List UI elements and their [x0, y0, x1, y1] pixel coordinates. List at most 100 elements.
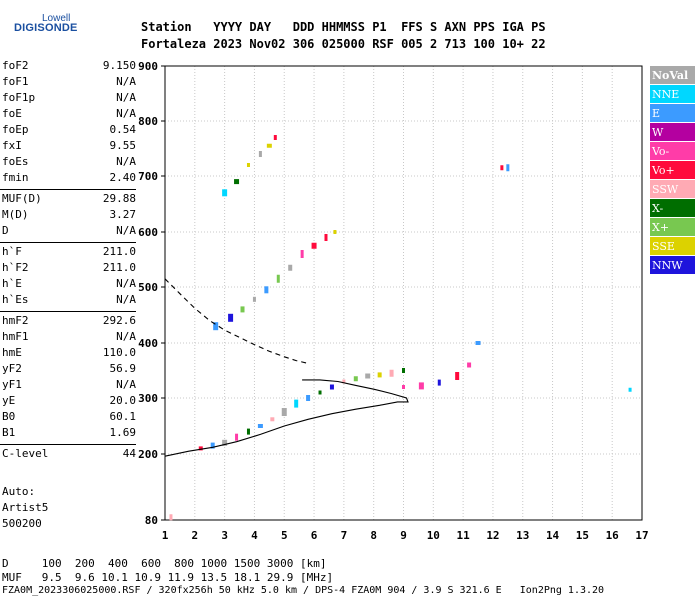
param-value: 9.150 — [102, 59, 136, 72]
param-name: foF1 — [2, 75, 29, 88]
echo-point — [240, 306, 245, 313]
echo-point — [210, 442, 215, 449]
x-tick-label: 15 — [576, 529, 589, 542]
param-name: yE — [2, 394, 16, 407]
echo-point — [300, 250, 304, 258]
param-value: 0.54 — [109, 123, 137, 136]
echo-point — [276, 274, 280, 283]
param-value: 211.0 — [102, 245, 136, 258]
param-name: fxI — [2, 139, 22, 152]
y-tick-label: 900 — [138, 60, 158, 73]
muf-row: MUF 9.5 9.6 10.1 10.9 11.9 13.5 18.1 29.… — [2, 571, 334, 584]
param-value: 60.1 — [109, 410, 137, 423]
param-row: fxI 9.55 — [2, 139, 136, 155]
header-values-row: Fortaleza 2023 Nov02 306 025000 RSF 005 … — [141, 37, 546, 51]
param-value: N/A — [116, 378, 136, 391]
legend-swatch — [650, 237, 695, 255]
x-tick-label: 1 — [162, 529, 169, 542]
echo-point — [246, 163, 250, 167]
y-tick-label: 400 — [138, 337, 158, 350]
y-tick-label: 200 — [138, 448, 158, 461]
logo-lowell-text: Lowell — [42, 13, 71, 24]
echo-point — [377, 372, 382, 378]
legend-label: SSW — [652, 183, 679, 196]
echo-point — [455, 372, 460, 380]
x-tick-label: 6 — [311, 529, 318, 542]
param-name: h`F2 — [2, 261, 29, 274]
param-name: foE — [2, 107, 22, 120]
param-row: foF1p N/A — [2, 91, 136, 107]
echo-point — [213, 322, 219, 331]
panel-separator — [0, 444, 136, 445]
param-value: N/A — [116, 75, 136, 88]
param-name: foF1p — [2, 91, 36, 104]
param-name: yF1 — [2, 378, 22, 391]
param-name: foF2 — [2, 59, 29, 72]
echo-point — [418, 382, 424, 390]
param-row: foF2 9.150 — [2, 59, 136, 75]
echo-point — [467, 362, 472, 368]
legend-swatch — [650, 161, 695, 179]
param-name: h`E — [2, 277, 22, 290]
echo-point — [402, 368, 405, 373]
echo-point — [342, 379, 346, 384]
legend-label: W — [652, 126, 664, 139]
param-name: fmin — [2, 171, 29, 184]
param-row: M(D) 3.27 — [2, 208, 136, 224]
param-row: MUF(D) 29.88 — [2, 192, 136, 208]
profile-extension — [164, 278, 309, 364]
echo-point — [252, 296, 256, 302]
echo-point — [389, 369, 394, 377]
legend-label: E — [652, 107, 660, 120]
y-tick-label: 700 — [138, 170, 158, 183]
clevel-row: C-level 44 — [2, 447, 136, 463]
param-row: h`F2 211.0 — [2, 261, 136, 277]
legend-swatch — [650, 180, 695, 198]
echo-point — [402, 385, 405, 389]
autoscaler-name: Artist5 — [2, 501, 49, 514]
x-tick-label: 12 — [486, 529, 499, 542]
param-name: B1 — [2, 426, 16, 439]
echo-point — [264, 286, 269, 294]
param-value: N/A — [116, 91, 136, 104]
echo-point — [258, 151, 262, 157]
legend-label: X+ — [652, 221, 669, 234]
param-name: foEp — [2, 123, 29, 136]
plot-frame — [164, 65, 643, 521]
echo-point — [311, 242, 317, 249]
legend-label: NoVal — [652, 69, 688, 82]
legend-swatch — [650, 66, 695, 84]
param-name: D — [2, 224, 9, 237]
echo-point — [329, 384, 334, 390]
echo-point — [506, 164, 510, 172]
logo-digisonde-text: DIGISONDE — [14, 22, 78, 34]
legend-swatch — [650, 123, 695, 141]
param-value: 211.0 — [102, 261, 136, 274]
echo-point — [365, 373, 371, 379]
param-value: N/A — [116, 224, 136, 237]
param-row: foEp 0.54 — [2, 123, 136, 139]
echo-point — [270, 417, 275, 422]
echo-point — [318, 390, 322, 395]
legend-label: SSE — [652, 240, 675, 253]
echo-point — [500, 165, 504, 171]
y-tick-label: 800 — [138, 115, 158, 128]
legend-label: Vo- — [651, 145, 670, 158]
param-value: 110.0 — [102, 346, 136, 359]
param-name: hmE — [2, 346, 22, 359]
echo-point — [475, 341, 481, 345]
param-row: foE N/A — [2, 107, 136, 123]
param-value: N/A — [116, 330, 136, 343]
param-value: 20.0 — [109, 394, 137, 407]
param-value: N/A — [116, 277, 136, 290]
x-tick-label: 2 — [192, 529, 199, 542]
echo-point — [294, 399, 299, 408]
profile-curve — [164, 379, 409, 457]
param-value: 2.40 — [109, 171, 137, 184]
param-name: h`F — [2, 245, 22, 258]
echo-point — [628, 387, 632, 392]
param-value: 44 — [122, 447, 136, 460]
echo-point — [228, 313, 234, 322]
legend-swatch — [650, 218, 695, 236]
